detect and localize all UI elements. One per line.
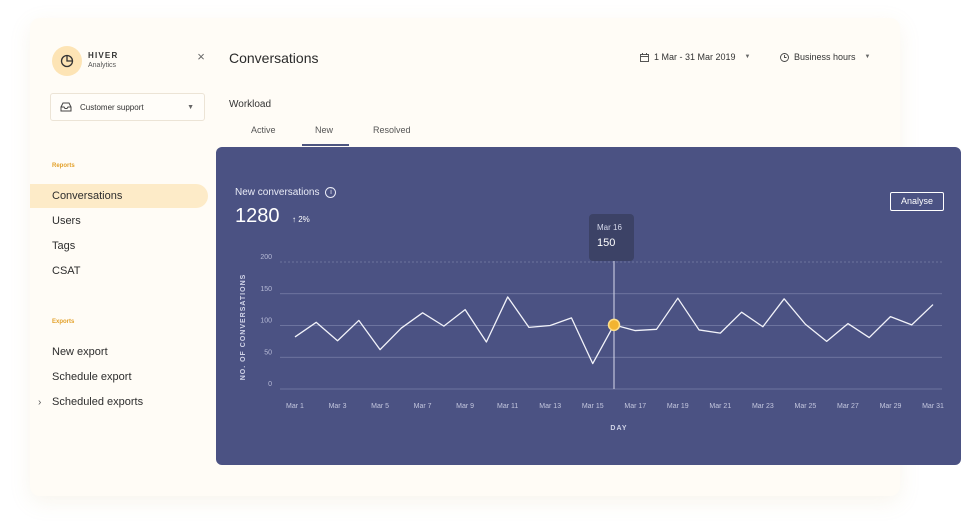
x-tick-label: Mar 17: [624, 403, 646, 410]
tooltip-date: Mar 16: [597, 223, 622, 232]
page-title: Conversations: [229, 50, 319, 66]
sidebar-item-scheduled-exports[interactable]: Scheduled exports: [52, 396, 144, 408]
x-tick-label: Mar 15: [582, 403, 604, 410]
x-tick-label: Mar 7: [414, 403, 432, 410]
sidebar-item-new-export[interactable]: New export: [52, 346, 108, 358]
x-tick-label: Mar 13: [539, 403, 561, 410]
workload-heading: Workload: [229, 99, 272, 110]
sidebar-item-users[interactable]: Users: [52, 215, 81, 227]
x-tick-label: Mar 25: [795, 403, 817, 410]
highlighted-point: [607, 318, 621, 332]
calendar-icon: [640, 52, 649, 62]
total-count: 1280: [235, 205, 280, 227]
y-tick-label: 0: [268, 381, 272, 388]
tooltip-value: 150: [597, 237, 616, 249]
change-indicator: ↑ 2%: [292, 215, 310, 224]
chart-tooltip: Mar 16 150: [589, 214, 634, 261]
x-tick-label: Mar 27: [837, 403, 859, 410]
tab-resolved[interactable]: Resolved: [373, 125, 411, 135]
sidebar-item-tags[interactable]: Tags: [52, 240, 76, 252]
logo-title: HIVER: [88, 51, 119, 60]
y-tick-label: 200: [260, 254, 272, 261]
x-tick-label: Mar 11: [497, 403, 518, 410]
x-tick-label: Mar 29: [880, 403, 902, 410]
tab-active[interactable]: Active: [251, 125, 276, 135]
y-axis-label: NO. OF CONVERSATIONS: [240, 274, 247, 381]
change-value: 2%: [298, 215, 310, 224]
date-range-label: 1 Mar - 31 Mar 2019: [654, 52, 736, 62]
business-hours-select[interactable]: Business hours ▼: [780, 52, 871, 62]
arrow-up-icon: ↑: [292, 215, 296, 224]
exports-section-label: Exports: [52, 319, 75, 325]
y-tick-label: 50: [264, 349, 272, 356]
team-select-label: Customer support: [80, 102, 144, 112]
business-hours-label: Business hours: [794, 52, 856, 62]
chart-title-text: New conversations: [235, 187, 320, 198]
x-axis-label: DAY: [610, 425, 627, 432]
active-tab-indicator: [302, 144, 349, 146]
analyse-button[interactable]: Analyse: [890, 192, 944, 211]
sidebar-item-csat[interactable]: CSAT: [52, 265, 81, 277]
x-tick-label: Mar 21: [709, 403, 731, 410]
chevron-down-icon: ▼: [187, 103, 194, 111]
sidebar-item-schedule-export[interactable]: Schedule export: [52, 371, 132, 383]
x-tick-label: Mar 9: [456, 403, 474, 410]
y-tick-label: 150: [260, 286, 272, 293]
x-tick-label: Mar 31: [922, 403, 944, 410]
logo-subtitle: Analytics: [88, 62, 117, 69]
chevron-down-icon: ▼: [864, 54, 871, 60]
clock-icon: [780, 52, 789, 62]
chevron-right-icon[interactable]: ›: [38, 397, 42, 408]
sidebar-item-conversations[interactable]: Conversations: [30, 184, 208, 208]
close-icon[interactable]: ×: [197, 49, 205, 64]
x-tick-label: Mar 19: [667, 403, 689, 410]
team-select[interactable]: Customer support ▼: [50, 93, 205, 121]
chart-panel: [216, 147, 961, 465]
x-tick-label: Mar 5: [371, 403, 389, 410]
chart-title: New conversations i: [235, 187, 337, 198]
x-tick-label: Mar 23: [752, 403, 774, 410]
tab-new[interactable]: New: [315, 125, 334, 135]
y-tick-label: 100: [260, 318, 272, 325]
x-tick-label: Mar 1: [286, 403, 304, 410]
line-chart: 200 150 100 50 0 NO. OF CONVERSATIONS Mar 1 Mar…: [240, 254, 944, 432]
chevron-down-icon: ▼: [744, 54, 751, 60]
x-tick-label: Mar 3: [329, 403, 347, 410]
reports-section-label: Reports: [52, 163, 75, 169]
inbox-icon: [60, 102, 72, 112]
hiver-logo-icon: [52, 46, 82, 76]
date-range-picker[interactable]: 1 Mar - 31 Mar 2019 ▼: [640, 52, 751, 62]
info-icon[interactable]: i: [325, 187, 337, 198]
